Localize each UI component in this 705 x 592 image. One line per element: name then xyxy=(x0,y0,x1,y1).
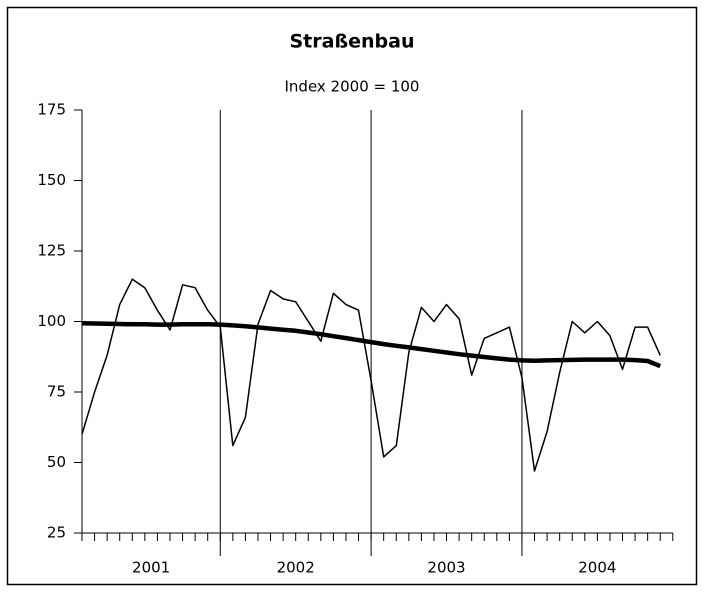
chart-subtitle: Index 2000 = 100 xyxy=(285,78,420,96)
series-line xyxy=(81,278,661,472)
y-tick-label: 25 xyxy=(47,524,66,542)
y-tick-label: 50 xyxy=(47,453,66,471)
chart-title: Straßenbau xyxy=(290,31,415,53)
y-tick-label: 75 xyxy=(47,383,66,401)
year-label: 2001 xyxy=(132,559,170,577)
y-tick-label: 100 xyxy=(37,312,66,330)
year-label: 2003 xyxy=(427,559,465,577)
y-tick-label: 150 xyxy=(37,171,66,189)
series-line xyxy=(81,320,662,369)
y-tick-label: 175 xyxy=(37,101,66,119)
year-label: 2004 xyxy=(578,559,616,577)
y-tick-label: 125 xyxy=(37,242,66,260)
year-label: 2002 xyxy=(277,559,315,577)
frame xyxy=(6,6,698,586)
